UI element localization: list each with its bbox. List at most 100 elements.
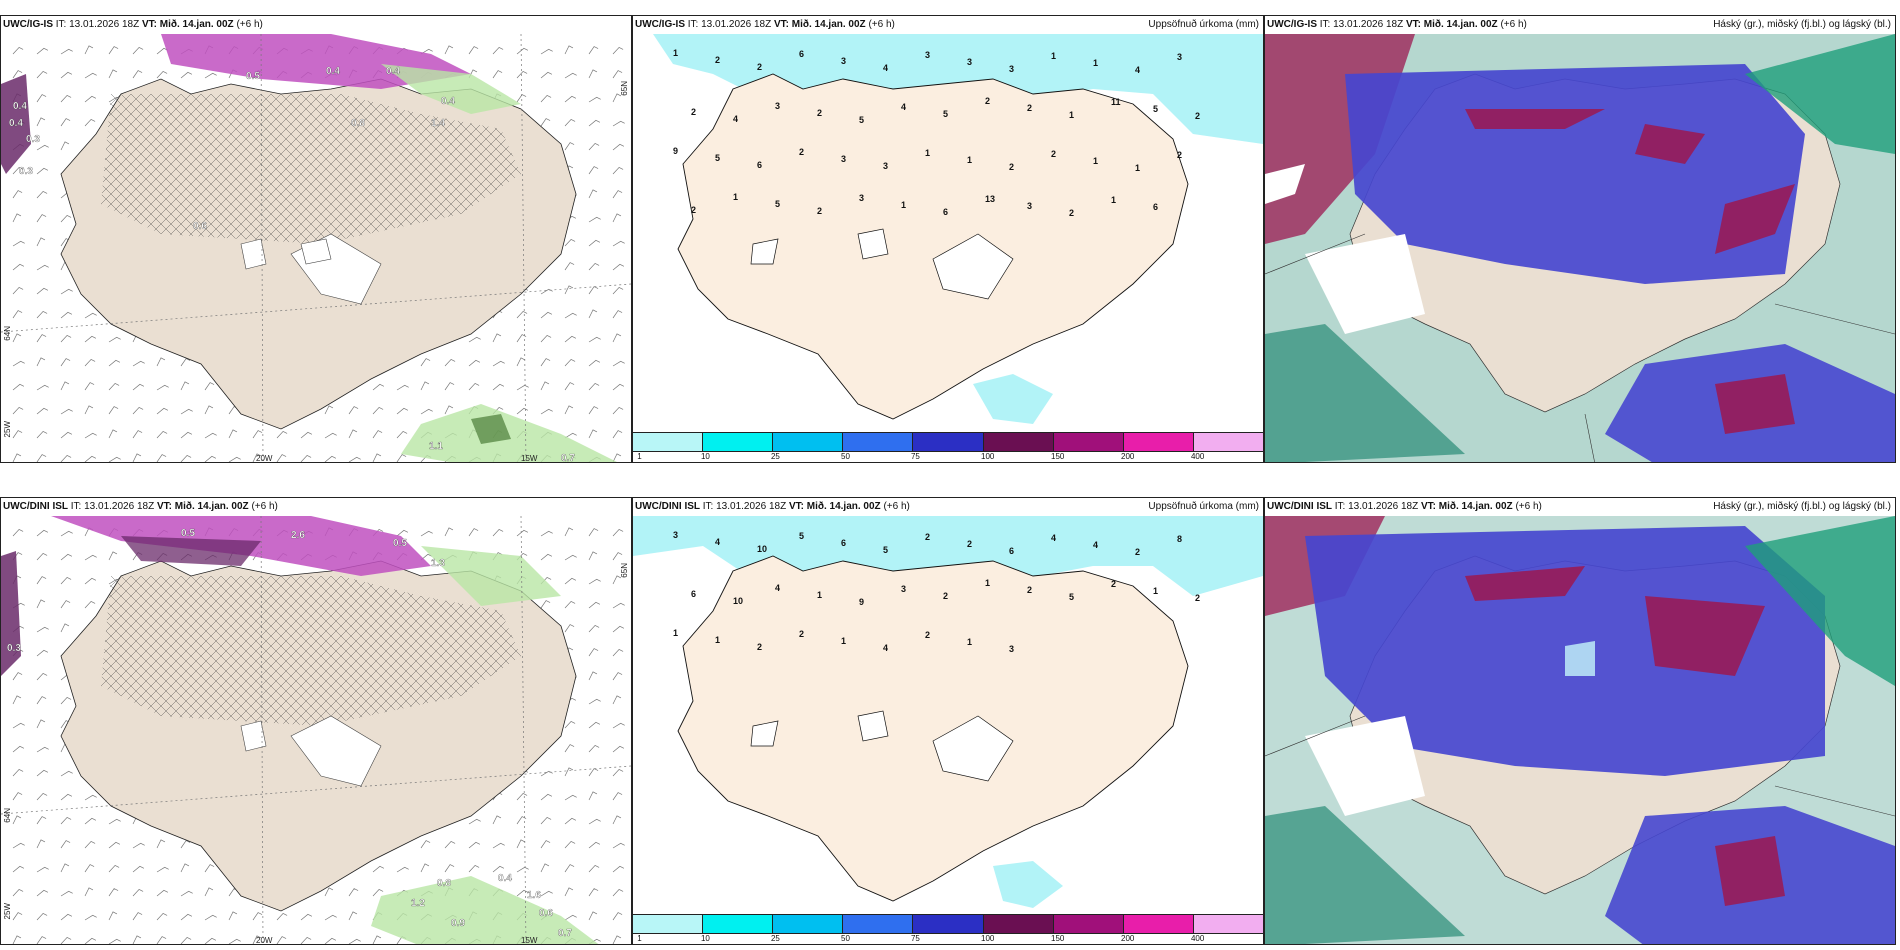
wind-barb [12, 745, 25, 753]
precip-value-label: 10 [757, 544, 767, 554]
wind-barb [156, 889, 169, 897]
precip-value-label: 5 [859, 115, 864, 125]
wind-barb [60, 48, 73, 55]
wind-barb [564, 767, 574, 777]
precip-value-label: 1 [901, 200, 906, 210]
precip-value-label: 2 [985, 96, 990, 106]
wind-barb [612, 213, 622, 223]
wind-barb [612, 453, 622, 462]
lat-label: 65N [620, 81, 629, 96]
wind-barb [468, 359, 481, 367]
wind-barb [612, 602, 625, 609]
wind-barb [60, 381, 70, 391]
wind-barb [540, 334, 552, 343]
precip-value-label: 2 [1135, 547, 1140, 557]
wind-barb [204, 937, 217, 944]
wind-barb [12, 286, 24, 295]
wind-barb [12, 430, 23, 439]
precip-value-label: 13 [985, 194, 995, 204]
wind-barb [108, 359, 121, 367]
wind-barb [300, 913, 313, 921]
precip-value-label: 2 [715, 55, 720, 65]
wind-barb [444, 358, 456, 367]
wind-barb [84, 554, 97, 561]
precip-value-label: 2 [799, 629, 804, 639]
wind-barb [84, 382, 95, 391]
wind-barb [156, 407, 169, 415]
wind-barb [612, 528, 624, 537]
wind-barb [564, 142, 575, 151]
wind-barb [60, 530, 73, 537]
wind-barb [84, 840, 96, 849]
wind-barb [564, 914, 577, 921]
precip-value-label: 1 [673, 628, 678, 638]
wind-barb [84, 335, 97, 343]
wind-barb [540, 358, 551, 367]
wind-barb [564, 554, 577, 561]
wind-barb [612, 722, 625, 729]
wind-barb [12, 768, 24, 777]
wind-barb [612, 625, 625, 633]
precip-map-panel-top: UWC/IG-IS IT: 13.01.2026 18Z VT: Mið. 14… [632, 15, 1264, 463]
legend-tick-label: 10 [700, 452, 710, 461]
wind-barb [132, 383, 145, 391]
wind-barb [36, 719, 46, 729]
wind-barb [228, 429, 238, 439]
wind-barb [108, 911, 118, 921]
wind-barb [12, 888, 24, 897]
wind-barb [588, 578, 601, 585]
wind-barb [564, 744, 575, 753]
wind-barb [612, 672, 623, 681]
wind-barb [540, 793, 553, 801]
wind-barb [84, 72, 97, 79]
wind-barb [108, 382, 120, 391]
wind-barb [324, 455, 337, 462]
legend-tick-label: 400 [1190, 934, 1205, 943]
wind-barb [228, 456, 241, 462]
wind-barb [180, 863, 190, 873]
wind-value-label: 0.4 [13, 101, 27, 112]
wind-barb [60, 214, 72, 223]
wind-barb [588, 744, 600, 753]
wind-barb [36, 576, 47, 585]
wind-barb [12, 166, 24, 175]
legend-swatch [773, 915, 844, 933]
wind-barb [348, 429, 358, 439]
legend-tick-label: 50 [841, 452, 850, 461]
wind-barb [372, 430, 383, 439]
cloud-map-canvas [1265, 516, 1895, 944]
wind-barb [588, 406, 599, 415]
wind-barb [36, 769, 49, 777]
wind-barb [612, 143, 625, 151]
wind-barb [156, 936, 167, 944]
wind-value-label: 0.4 [326, 66, 340, 77]
wind-value-label: 0.8 [437, 878, 451, 889]
wind-barb [516, 70, 528, 79]
precip-value-label: 9 [859, 597, 864, 607]
panel-header: UWC/IG-IS IT: 13.01.2026 18Z VT: Mið. 14… [635, 19, 895, 30]
wind-barb [468, 818, 481, 825]
wind-barb [516, 384, 529, 391]
precip-value-label: 8 [1177, 534, 1182, 544]
wind-barb [324, 432, 337, 439]
wind-barb [300, 454, 312, 462]
cloud-title: Háský (gr.), miðský (fj.bl.) og lágský (… [1713, 19, 1891, 30]
wind-barb [564, 45, 574, 55]
wind-value-label: 1.6 [527, 890, 541, 901]
precip-value-label: 4 [1093, 540, 1098, 550]
wind-barb [36, 190, 48, 199]
cloud-map [1265, 516, 1895, 944]
wind-barb [12, 333, 22, 343]
legend-swatch [703, 433, 774, 451]
wind-barb [108, 551, 118, 561]
wind-barb [564, 95, 577, 103]
wind-barb [324, 405, 334, 415]
wind-barb [540, 530, 553, 537]
wind-barb [612, 310, 623, 319]
wind-barb [12, 46, 24, 55]
wind-barb [84, 817, 97, 825]
wind-barb [540, 770, 553, 777]
wind-barb [588, 671, 598, 681]
wind-barb [468, 841, 481, 849]
lat-label: 65N [620, 563, 629, 578]
